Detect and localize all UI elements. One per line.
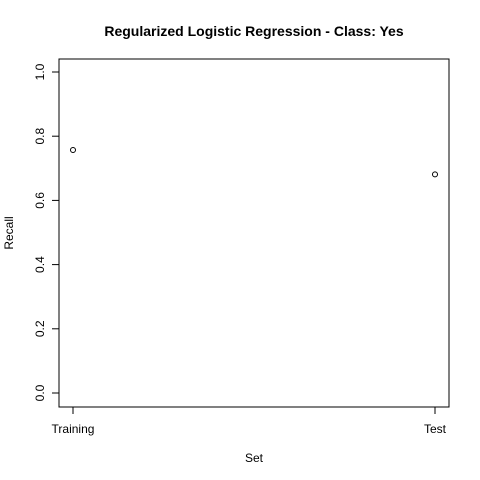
data-points (70, 147, 438, 178)
y-tick-label: 0.0 (33, 384, 47, 401)
y-tick-label: 0.4 (33, 256, 47, 273)
x-tick-label: Test (424, 422, 447, 436)
y-tick-label: 0.6 (33, 192, 47, 209)
y-tick-label: 0.2 (33, 320, 47, 337)
plot-frame (58, 58, 450, 408)
data-point (432, 171, 438, 178)
x-axis-label: Set (245, 451, 264, 465)
y-axis-label: Recall (2, 216, 16, 249)
chart-title: Regularized Logistic Regression - Class:… (104, 23, 403, 39)
y-tick-label: 1.0 (33, 63, 47, 80)
x-tick-label: Training (52, 422, 95, 436)
y-axis: 0.0 0.2 0.4 0.6 0.8 1.0 (33, 63, 60, 401)
y-tick-label: 0.8 (33, 128, 47, 145)
x-axis: Training Test (52, 406, 447, 436)
data-point (70, 147, 76, 154)
